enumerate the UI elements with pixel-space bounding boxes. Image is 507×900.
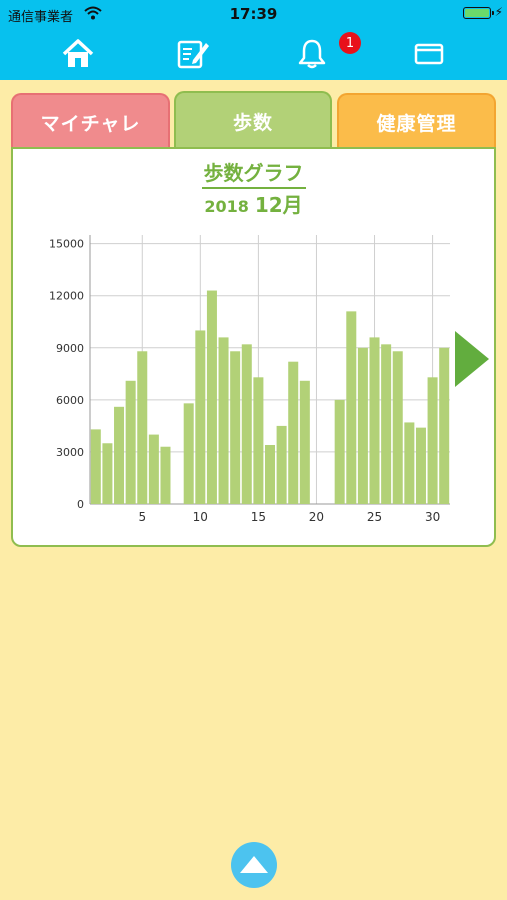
graph-title-text: 歩数グラフ (201, 161, 306, 189)
bar-day-31 (439, 347, 450, 504)
up-arrow-icon (240, 856, 268, 873)
tab-health-management[interactable]: 健康管理 (337, 93, 496, 149)
bar-day-26 (381, 344, 392, 504)
tab-steps[interactable]: 歩数 (174, 91, 332, 149)
bar-day-7 (160, 446, 171, 504)
bar-day-5 (137, 351, 148, 504)
status-bar: 通信事業者 17:39 ⚡ (0, 0, 507, 28)
x-tick-label: 25 (367, 510, 382, 524)
x-tick-label: 5 (138, 510, 146, 524)
bar-day-12 (218, 337, 229, 504)
graph-year: 2018 (204, 197, 249, 216)
home-icon[interactable] (58, 36, 98, 72)
tab-label: 歩数 (232, 111, 273, 134)
bar-day-13 (230, 351, 241, 504)
y-tick-label: 0 (77, 498, 84, 511)
tab-label: マイチャレ (40, 112, 141, 135)
bar-day-14 (241, 344, 252, 504)
bar-day-17 (276, 425, 287, 504)
charging-icon: ⚡ (494, 5, 503, 19)
next-month-arrow-icon[interactable] (455, 331, 489, 391)
tab-my-challenge[interactable]: マイチャレ (11, 93, 170, 149)
graph-month: 12月 (254, 193, 303, 217)
y-tick-label: 15000 (49, 238, 84, 251)
wifi-icon (84, 5, 102, 24)
battery-level (465, 9, 489, 17)
notification-badge: 1 (339, 32, 361, 54)
y-tick-label: 6000 (56, 394, 84, 407)
x-tick-label: 30 (425, 510, 440, 524)
bar-day-1 (90, 429, 101, 504)
y-tick-label: 3000 (56, 446, 84, 459)
scroll-to-top-button[interactable] (231, 842, 277, 888)
top-navigation: 1 (0, 28, 507, 80)
x-tick-label: 15 (251, 510, 266, 524)
graph-title: 歩数グラフ (13, 157, 494, 189)
bar-day-28 (404, 422, 415, 504)
y-tick-label: 12000 (49, 290, 84, 303)
y-tick-label: 9000 (56, 342, 84, 355)
bar-day-11 (206, 290, 217, 504)
bar-day-9 (183, 403, 194, 504)
carrier-label: 通信事業者 (8, 10, 74, 25)
bar-day-25 (369, 337, 380, 504)
bar-day-27 (392, 351, 403, 504)
bar-day-29 (415, 427, 426, 504)
bar-day-15 (253, 377, 264, 504)
bar-day-23 (346, 311, 357, 504)
card-icon[interactable] (409, 36, 449, 72)
bar-day-19 (299, 380, 310, 504)
battery-icon (463, 7, 494, 19)
bar-day-4 (125, 380, 136, 504)
tab-label: 健康管理 (376, 112, 457, 135)
bar-day-30 (427, 377, 438, 504)
bar-day-22 (334, 399, 345, 504)
x-tick-label: 20 (309, 510, 324, 524)
bar-day-2 (102, 443, 113, 504)
steps-bar-chart: 0 3000 6000 9000 12000 15000 5 10 15 20 25 30 (49, 235, 450, 524)
edit-note-icon[interactable] (173, 36, 213, 72)
bar-day-16 (264, 444, 276, 504)
bar-day-6 (148, 434, 159, 504)
bar-day-24 (357, 347, 368, 504)
bar-day-10 (195, 330, 206, 504)
graph-period: 2018 12月 (13, 189, 494, 218)
bar-day-18 (288, 361, 299, 504)
clock: 17:39 (229, 5, 278, 23)
bar-day-3 (114, 406, 125, 504)
x-tick-label: 10 (193, 510, 208, 524)
bell-icon[interactable] (292, 36, 332, 72)
